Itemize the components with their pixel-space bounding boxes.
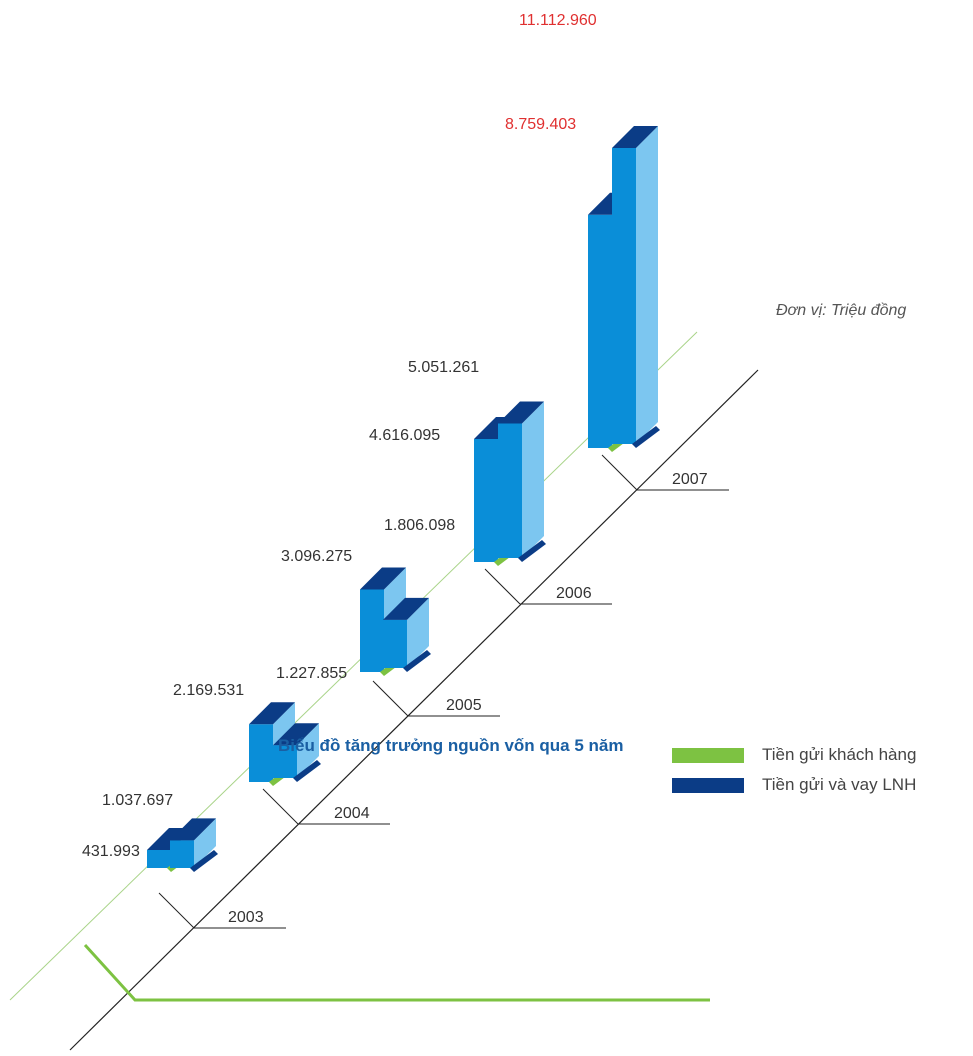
bar-2004-interbank-top bbox=[273, 723, 319, 746]
category-tick-2007 bbox=[601, 454, 638, 491]
bar-2004-interbank-side bbox=[297, 723, 319, 778]
bar-2004-interbank-base bbox=[293, 760, 321, 782]
bar-2005-interbank-side bbox=[407, 597, 429, 668]
chart-axes bbox=[9, 331, 759, 1051]
category-tick-2005 bbox=[372, 680, 409, 717]
data-label-2007-interbank: 11.112.960 bbox=[519, 12, 597, 29]
category-tick-2006 bbox=[484, 568, 521, 605]
legend: Tiền gửi khách hàng Tiền gửi và vay LNH bbox=[672, 740, 916, 800]
bar-2006-interbank-side bbox=[522, 401, 544, 558]
bar-2006-interbank-base bbox=[518, 540, 546, 562]
data-label-2006-customer: 4.616.095 bbox=[369, 427, 440, 444]
x-axis-line bbox=[69, 369, 759, 1051]
bar-2003-customer-front bbox=[147, 850, 171, 868]
category-tick-2004 bbox=[262, 788, 299, 825]
legend-swatch-customer-deposits bbox=[672, 747, 744, 763]
category-tick-2003 bbox=[158, 892, 195, 929]
data-label-2005-customer: 3.096.275 bbox=[281, 548, 352, 565]
bar-2005-interbank-front bbox=[383, 619, 407, 668]
bar-2007-interbank-base bbox=[632, 426, 660, 448]
data-label-2007-customer: 8.759.403 bbox=[505, 116, 576, 133]
bar-2003-interbank-top bbox=[170, 818, 216, 841]
bar-2007-interbank-top bbox=[612, 126, 658, 148]
data-label-2005-interbank: 1.806.098 bbox=[384, 517, 455, 534]
chart-title: Biểu đồ tăng trưởng nguồn vốn qua 5 năm bbox=[278, 736, 624, 755]
bar-2004-interbank-front bbox=[273, 745, 297, 778]
bar-2005-customer-front bbox=[360, 589, 384, 672]
data-label-2004-customer: 2.169.531 bbox=[173, 682, 244, 699]
legend-label-customer-deposits: Tiền gửi khách hàng bbox=[762, 745, 917, 764]
bar-2007-interbank-front bbox=[612, 148, 636, 444]
data-label-2006-interbank: 5.051.261 bbox=[408, 359, 479, 376]
bar-2003-interbank-front bbox=[170, 840, 194, 868]
bar-2007-interbank bbox=[612, 126, 660, 448]
guide-line bbox=[9, 331, 698, 1001]
data-label-2003-customer: 431.993 bbox=[82, 843, 140, 860]
bar-2004-interbank bbox=[273, 723, 321, 782]
bar-2006-interbank-top bbox=[498, 401, 544, 424]
category-label-2007: 2007 bbox=[672, 471, 708, 488]
data-label-2004-interbank: 1.227.855 bbox=[276, 665, 347, 682]
bar-2005-customer-top bbox=[360, 567, 406, 590]
category-label-2004: 2004 bbox=[334, 805, 370, 822]
data-label-2003-interbank: 1.037.697 bbox=[102, 792, 173, 809]
bar-2006-interbank bbox=[498, 401, 546, 562]
bar-2007-customer-front bbox=[588, 214, 612, 448]
unit-label: Đơn vị: Triệu đồng bbox=[776, 302, 907, 319]
bar-2003-interbank-side bbox=[194, 818, 216, 868]
legend-label-interbank: Tiền gửi và vay LNH bbox=[762, 775, 917, 794]
bar-2005-interbank bbox=[383, 597, 431, 672]
legend-item-interbank: Tiền gửi và vay LNH bbox=[672, 770, 916, 800]
bar-2006-interbank-front bbox=[498, 423, 522, 558]
bar-2006-customer-front bbox=[474, 439, 498, 562]
legend-item-customer-deposits: Tiền gửi khách hàng bbox=[672, 740, 916, 770]
bar-2004-customer-front bbox=[249, 724, 273, 782]
title-underline bbox=[83, 943, 710, 1002]
bar-2007-interbank-side bbox=[636, 126, 658, 444]
chart-labels: 2003 2004 2005 2006 2007 431.993 1.037.697 2.16… bbox=[82, 12, 708, 926]
category-label-2005: 2005 bbox=[446, 697, 482, 714]
bar-2003-interbank-base bbox=[190, 850, 218, 872]
bar-2004-customer-top bbox=[249, 702, 295, 725]
category-label-2003: 2003 bbox=[228, 909, 264, 926]
legend-swatch-interbank bbox=[672, 777, 744, 793]
chart-bars bbox=[147, 126, 660, 872]
bar-2003-interbank bbox=[170, 818, 218, 872]
bar-2005-interbank-base bbox=[403, 650, 431, 672]
bar-2005-interbank-top bbox=[383, 597, 429, 620]
category-label-2006: 2006 bbox=[556, 585, 592, 602]
